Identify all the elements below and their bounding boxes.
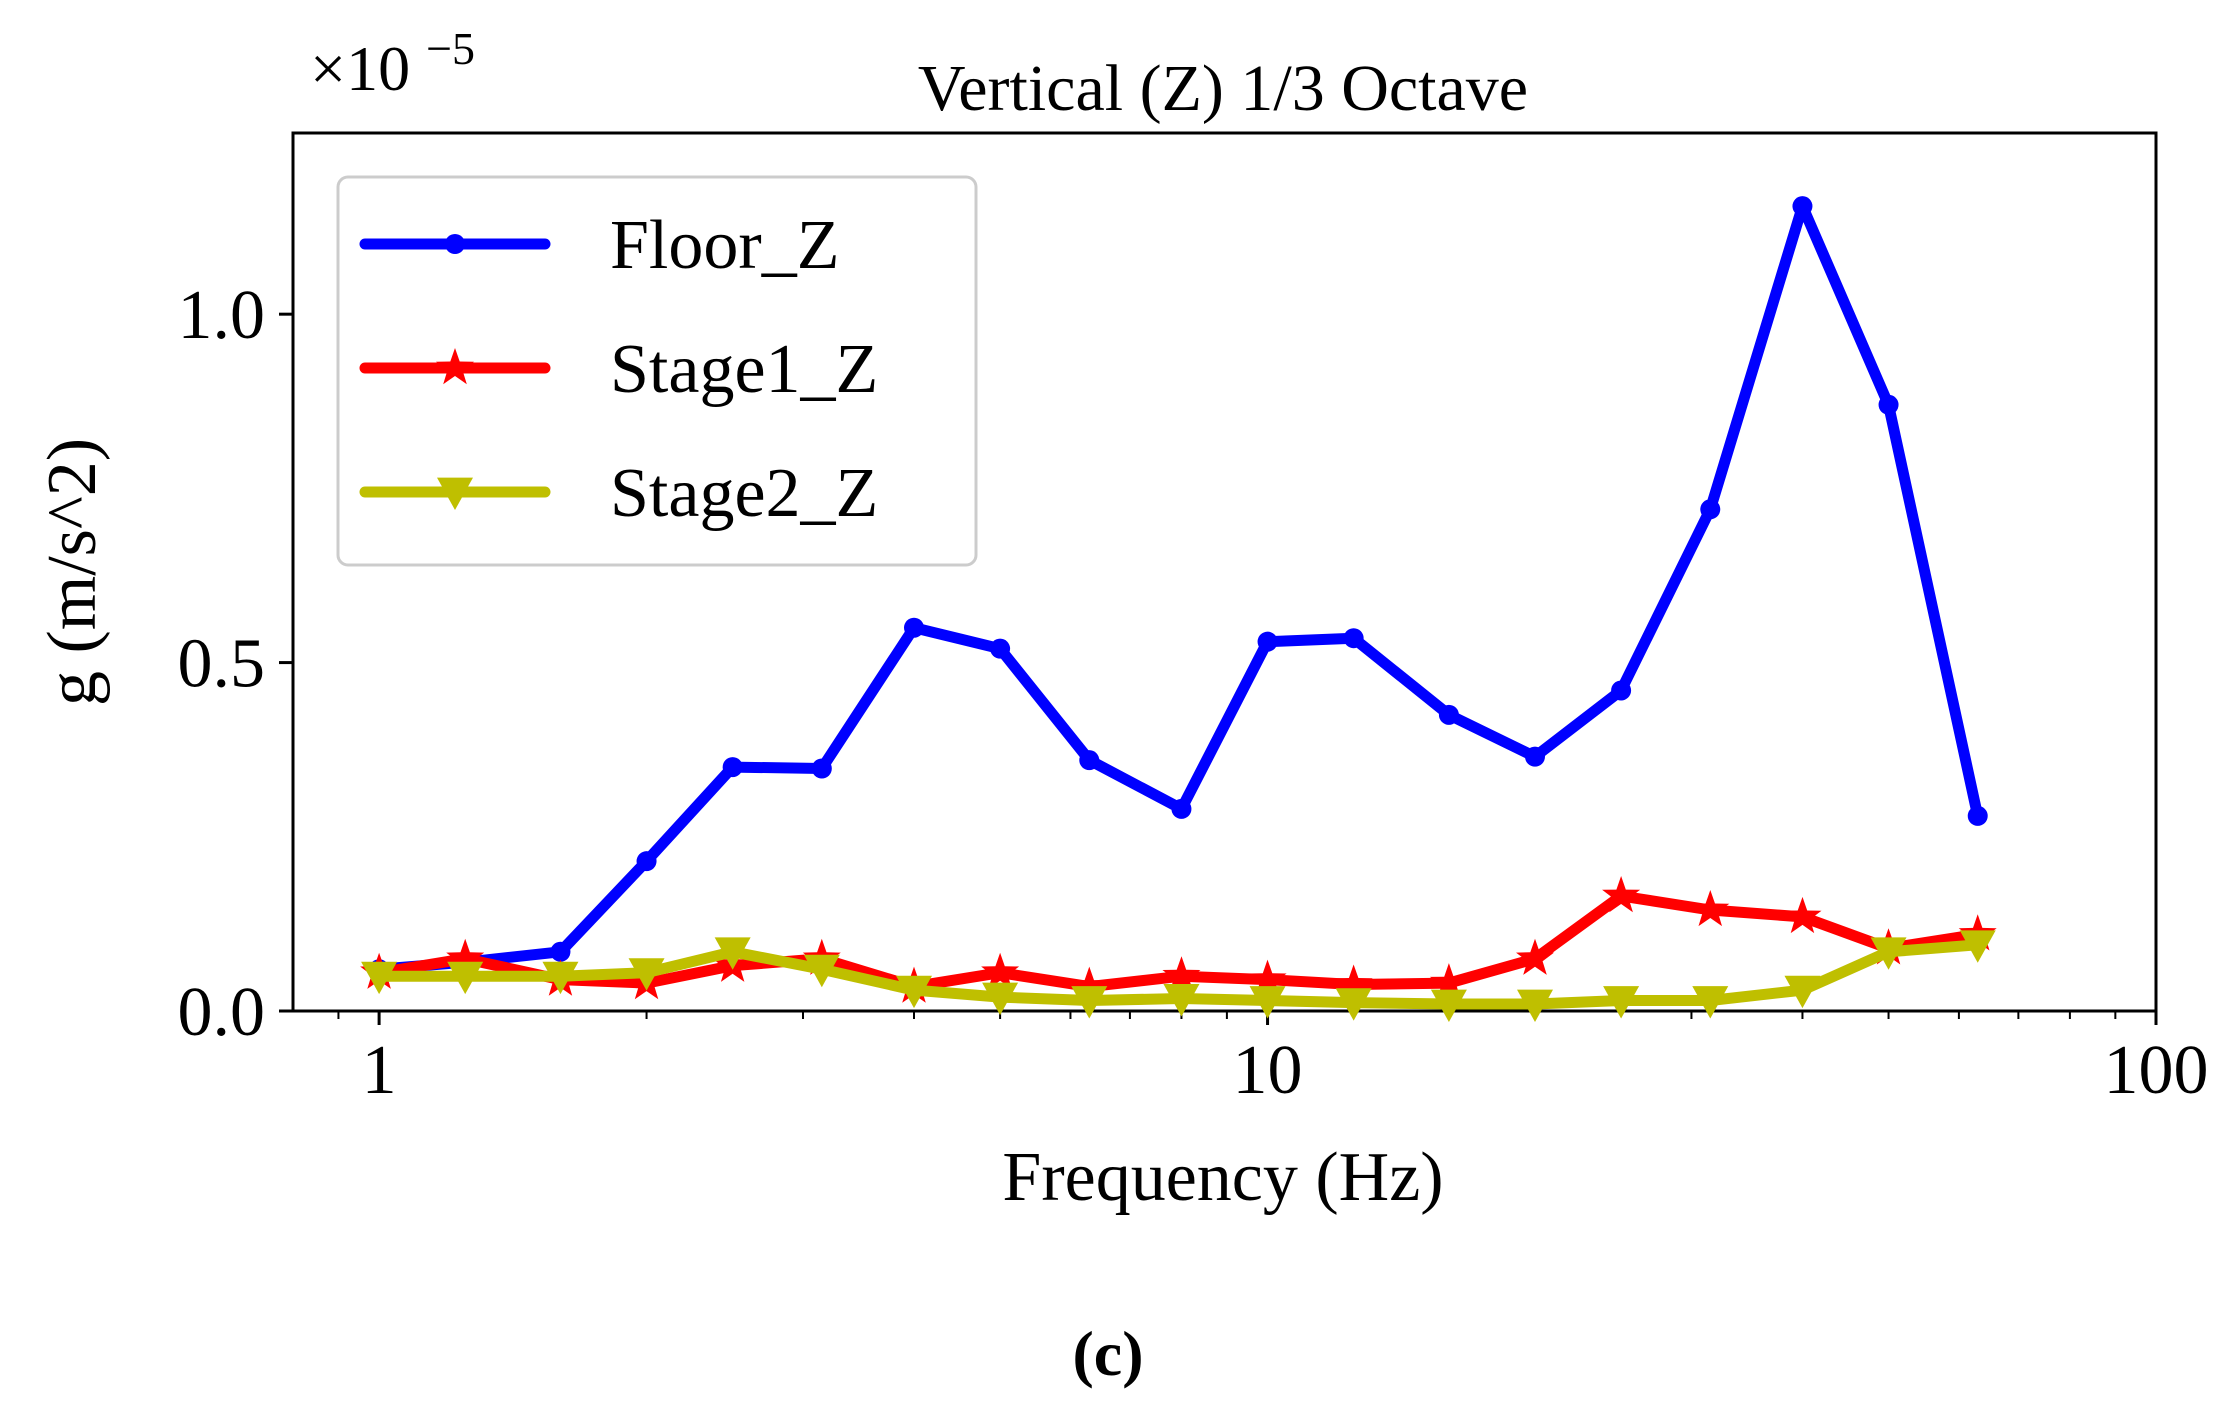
legend: Floor_Z Stage1_Z Stage2_Z <box>336 175 978 567</box>
series-Stage2_Z <box>361 930 1996 1023</box>
data-point-Stage1_Z <box>1429 963 1468 1000</box>
data-point-Stage2_Z <box>628 958 665 991</box>
data-point-Floor_Z <box>811 758 832 779</box>
data-point-Stage2_Z <box>1071 986 1108 1019</box>
data-point-Floor_Z <box>1257 631 1278 652</box>
data-point-Stage1_Z <box>1691 890 1730 927</box>
legend-label: Stage1_Z <box>610 331 878 408</box>
legend-entry-Floor_Z: Floor_Z <box>359 207 839 284</box>
data-point-Stage1_Z <box>1783 896 1822 934</box>
data-point-Floor_Z <box>904 617 924 638</box>
data-point-Stage2_Z <box>982 982 1019 1016</box>
data-point-Stage2_Z <box>1692 986 1729 1019</box>
legend-box <box>336 175 978 567</box>
data-point-Floor_Z <box>1438 704 1459 725</box>
data-point-Stage2_Z <box>1784 975 1821 1009</box>
panel-caption: (c) <box>1072 1318 1143 1389</box>
x-axis-ticks: 1 10 100 <box>337 1011 2209 1109</box>
y-multiplier-exponent: −5 <box>426 23 475 74</box>
x-axis-label: Frequency (Hz) <box>1002 1139 1443 1216</box>
data-point-Stage1_Z <box>1162 956 1201 993</box>
data-point-Stage2_Z <box>1870 937 1907 970</box>
data-point-Stage2_Z <box>1163 984 1200 1017</box>
series-layer <box>360 196 1997 1023</box>
data-point-Floor_Z <box>1171 798 1192 819</box>
x-tick-label: 100 <box>2104 1032 2209 1109</box>
data-point-Stage1_Z <box>1334 964 1373 1001</box>
legend-label: Stage2_Z <box>610 455 878 532</box>
data-point-Floor_Z <box>1611 680 1632 701</box>
y-axis-multiplier: ×10 −5 <box>310 23 475 104</box>
data-point-Stage1_Z <box>1070 966 1109 1003</box>
data-point-Stage2_Z <box>896 975 932 1009</box>
legend-label: Floor_Z <box>610 207 839 284</box>
data-point-Stage1_Z <box>1516 938 1554 975</box>
y-axis-label: g (m/s^2) <box>34 438 111 706</box>
x-tick-label: 10 <box>1233 1032 1303 1109</box>
legend-marker <box>445 234 465 254</box>
data-point-Stage2_Z <box>1603 986 1640 1019</box>
data-point-Stage2_Z <box>542 961 579 995</box>
data-point-Stage2_Z <box>714 937 751 970</box>
data-point-Stage2_Z <box>447 961 484 995</box>
data-point-Stage2_Z <box>1959 930 1996 963</box>
data-point-Stage2_Z <box>361 961 398 995</box>
y-tick-label: 0.5 <box>178 626 266 703</box>
data-point-Floor_Z <box>1967 805 1988 826</box>
data-point-Floor_Z <box>1792 196 1813 217</box>
y-multiplier-base: ×10 <box>310 33 410 104</box>
data-point-Stage2_Z <box>1249 986 1286 1019</box>
y-tick-label: 0.0 <box>178 974 266 1051</box>
data-point-Floor_Z <box>722 757 743 778</box>
legend-entry-Stage2_Z: Stage2_Z <box>359 455 878 532</box>
data-point-Stage2_Z <box>803 954 840 988</box>
series-Stage1_Z <box>360 876 1997 1003</box>
data-point-Stage1_Z <box>446 938 485 975</box>
chart-title: Vertical (Z) 1/3 Octave <box>918 52 1528 125</box>
data-point-Stage2_Z <box>1430 989 1467 1023</box>
data-point-Floor_Z <box>1079 750 1100 771</box>
y-axis-ticks: 0.0 0.5 1.0 <box>178 277 293 1051</box>
series-Floor_Z <box>369 196 1988 980</box>
plot-area-frame <box>291 131 2158 1013</box>
data-point-Floor_Z <box>1343 628 1364 649</box>
data-point-Stage2_Z <box>1517 989 1553 1023</box>
data-point-Floor_Z <box>1700 499 1721 520</box>
data-point-Floor_Z <box>990 638 1011 659</box>
data-point-Floor_Z <box>636 851 657 872</box>
data-point-Floor_Z <box>1878 394 1899 415</box>
y-tick-label: 1.0 <box>178 277 266 354</box>
data-point-Stage2_Z <box>1335 988 1372 1021</box>
x-tick-label: 1 <box>362 1032 397 1109</box>
data-point-Stage1_Z <box>1602 876 1641 913</box>
data-point-Floor_Z <box>1525 746 1545 767</box>
legend-entry-Stage1_Z: Stage1_Z <box>359 331 878 408</box>
legend-marker <box>436 348 474 385</box>
data-point-Floor_Z <box>550 941 571 962</box>
data-point-Stage1_Z <box>1248 959 1287 996</box>
legend-marker <box>437 477 473 510</box>
data-point-Stage1_Z <box>981 952 1020 989</box>
